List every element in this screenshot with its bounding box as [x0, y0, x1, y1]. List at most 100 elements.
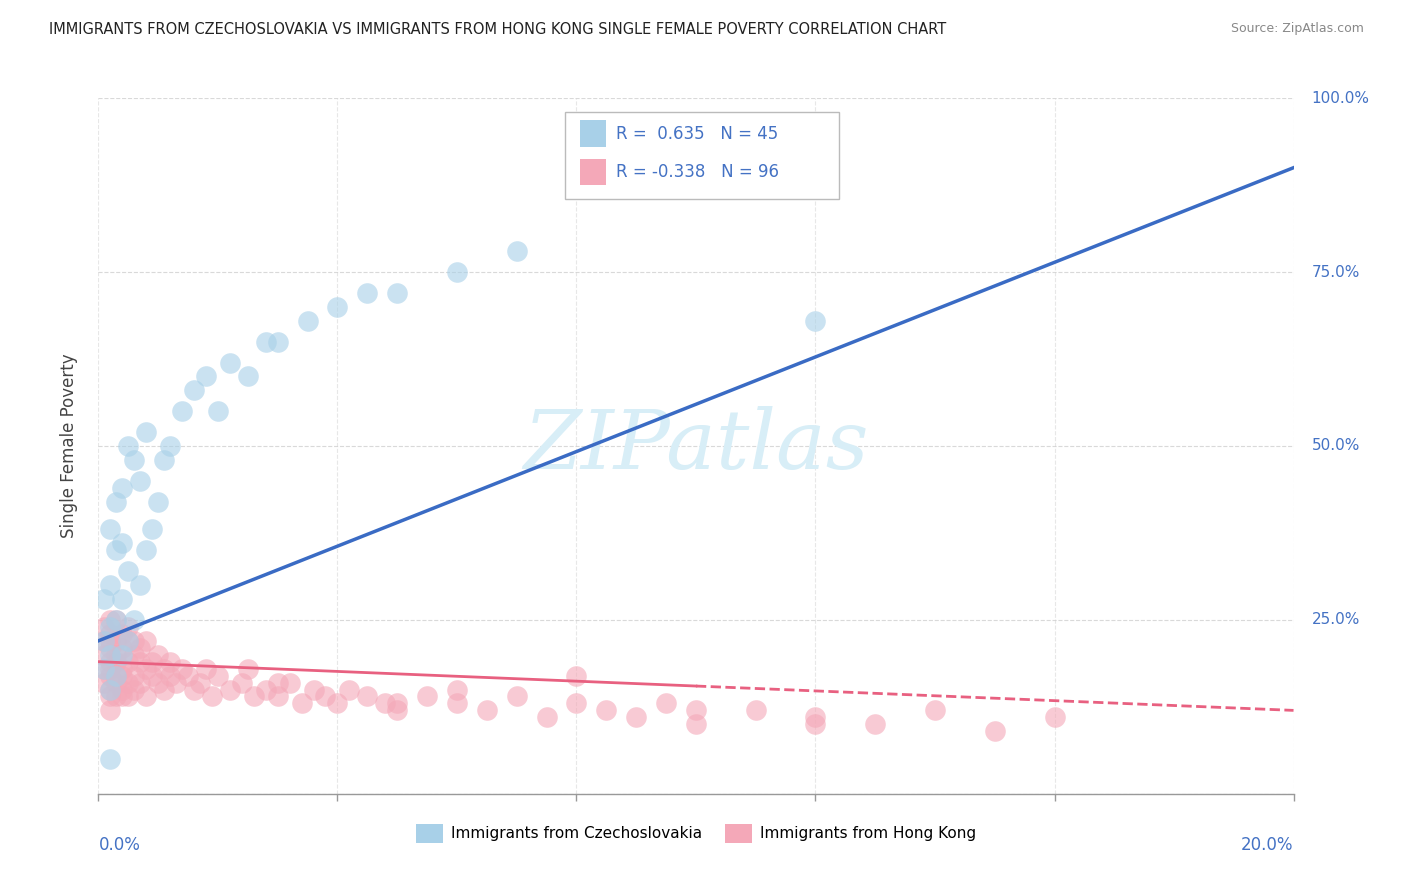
Point — [111, 662, 134, 676]
Point — [865, 717, 887, 731]
Point — [172, 404, 194, 418]
Point — [153, 682, 176, 697]
Point — [98, 703, 122, 717]
Point — [105, 543, 128, 558]
Point — [141, 668, 163, 682]
Point — [93, 675, 115, 690]
Point — [219, 355, 242, 369]
Point — [135, 425, 157, 439]
Legend: Immigrants from Czechoslovakia, Immigrants from Hong Kong: Immigrants from Czechoslovakia, Immigran… — [409, 818, 983, 849]
Point — [236, 662, 259, 676]
Point — [105, 613, 128, 627]
Point — [93, 633, 115, 648]
Point — [446, 697, 468, 711]
Point — [111, 640, 134, 655]
Point — [385, 703, 409, 717]
Point — [111, 592, 134, 607]
Point — [315, 690, 337, 704]
Text: R =  0.635   N = 45: R = 0.635 N = 45 — [616, 125, 778, 143]
Point — [93, 662, 115, 676]
Point — [117, 690, 139, 704]
Point — [135, 690, 157, 704]
Point — [129, 578, 152, 592]
Point — [243, 690, 266, 704]
Point — [685, 717, 707, 731]
Point — [159, 655, 181, 669]
Point — [93, 620, 115, 634]
Point — [98, 620, 122, 634]
Point — [105, 690, 128, 704]
Point — [201, 690, 224, 704]
Point — [183, 682, 205, 697]
Point — [195, 662, 218, 676]
Point — [117, 675, 139, 690]
Point — [595, 703, 617, 717]
Point — [117, 620, 139, 634]
Point — [339, 682, 361, 697]
Point — [117, 633, 139, 648]
Point — [98, 662, 122, 676]
Point — [129, 640, 152, 655]
Point — [236, 369, 259, 384]
Point — [98, 648, 122, 662]
Point — [475, 703, 498, 717]
Point — [984, 724, 1007, 739]
Point — [93, 662, 115, 676]
Point — [267, 675, 290, 690]
Point — [124, 682, 146, 697]
Point — [148, 494, 170, 508]
Point — [111, 682, 134, 697]
Point — [159, 439, 181, 453]
Point — [506, 690, 529, 704]
Point — [105, 655, 128, 669]
Point — [148, 648, 170, 662]
Point — [326, 697, 349, 711]
Point — [267, 690, 290, 704]
Point — [141, 523, 163, 537]
Point — [117, 633, 139, 648]
Point — [165, 675, 187, 690]
Point — [446, 265, 468, 279]
Point — [655, 697, 678, 711]
Point — [374, 697, 396, 711]
Point — [124, 648, 146, 662]
Point — [254, 334, 277, 349]
Point — [98, 655, 122, 669]
Point — [98, 633, 122, 648]
Point — [267, 334, 290, 349]
Point — [446, 682, 468, 697]
Point — [124, 633, 146, 648]
Point — [278, 675, 301, 690]
Point — [98, 752, 122, 766]
Point — [153, 662, 176, 676]
Point — [105, 494, 128, 508]
Point — [111, 481, 134, 495]
Point — [129, 675, 152, 690]
FancyBboxPatch shape — [581, 120, 606, 147]
Point — [254, 682, 277, 697]
Point — [98, 668, 122, 682]
Point — [183, 384, 205, 398]
Point — [188, 675, 211, 690]
Text: 25.0%: 25.0% — [1312, 613, 1360, 627]
Point — [105, 668, 128, 682]
Point — [385, 697, 409, 711]
Point — [745, 703, 768, 717]
Text: 100.0%: 100.0% — [1312, 91, 1369, 105]
Point — [141, 655, 163, 669]
Point — [93, 633, 115, 648]
Point — [129, 474, 152, 488]
Point — [135, 543, 157, 558]
Point — [93, 648, 115, 662]
Point — [111, 627, 134, 641]
Point — [98, 682, 122, 697]
Point — [129, 655, 152, 669]
Point — [105, 675, 128, 690]
Point — [98, 578, 122, 592]
Text: 75.0%: 75.0% — [1312, 265, 1360, 279]
Point — [98, 627, 122, 641]
Point — [416, 690, 439, 704]
Point — [111, 648, 134, 662]
Point — [148, 675, 170, 690]
Point — [219, 682, 242, 697]
